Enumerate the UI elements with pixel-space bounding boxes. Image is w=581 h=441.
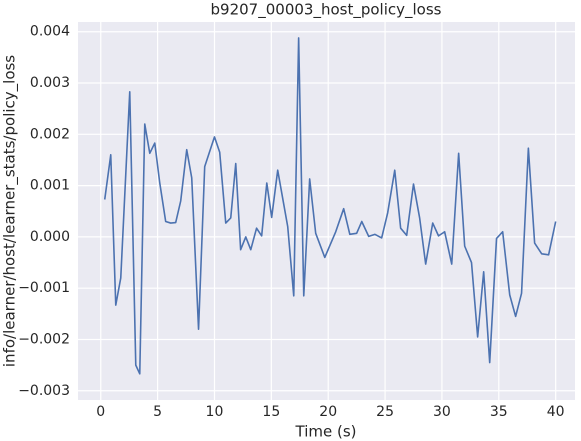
x-tick-label: 20 — [319, 404, 337, 420]
x-axis-label: Time (s) — [295, 423, 357, 441]
x-tick-label: 5 — [153, 404, 162, 420]
x-tick-label: 15 — [262, 404, 280, 420]
x-tick-label: 0 — [96, 404, 105, 420]
y-axis-label: info/learner/host/learner_stats/policy_l… — [1, 55, 20, 367]
x-tick-label: 40 — [547, 404, 565, 420]
x-tick-label: 30 — [433, 404, 451, 420]
chart-title: b9207_00003_host_policy_loss — [211, 1, 442, 20]
y-tick-label: 0.001 — [30, 178, 70, 194]
plot-area — [78, 22, 575, 400]
line — [103, 37, 557, 375]
y-tick-label: −0.001 — [18, 280, 70, 296]
y-tick-label: −0.002 — [18, 331, 70, 347]
x-tick-label: 10 — [206, 404, 224, 420]
y-tick-label: 0.000 — [30, 229, 70, 245]
x-tick-label: 25 — [376, 404, 394, 420]
y-tick-label: 0.004 — [30, 24, 70, 40]
y-tick-label: 0.002 — [30, 126, 70, 142]
x-tick-label: 35 — [490, 404, 508, 420]
y-tick-label: 0.003 — [30, 75, 70, 91]
y-tick-label: −0.003 — [18, 383, 70, 399]
